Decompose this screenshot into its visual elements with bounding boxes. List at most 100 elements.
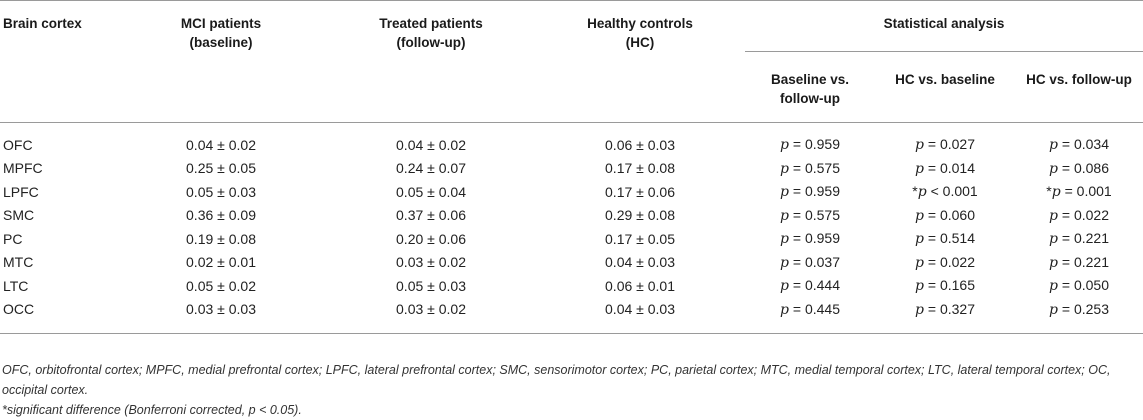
header-hc-vs-followup: HC vs. follow-up <box>1015 51 1143 123</box>
table-row: LPFC 0.05 ± 0.03 0.05 ± 0.04 0.17 ± 0.06 p =… <box>0 180 1143 204</box>
p-value: = 0.221 <box>1061 230 1109 246</box>
cell-baseline-vs-followup: p = 0.037 <box>745 251 875 275</box>
p-symbol: p <box>915 301 924 318</box>
header-healthy-controls-line2: (HC) <box>625 35 655 50</box>
cell-baseline-vs-followup: p = 0.575 <box>745 204 875 228</box>
cell-hc-vs-baseline: p = 0.022 <box>875 251 1015 275</box>
cell-hc: 0.17 ± 0.05 <box>605 230 675 247</box>
header-baseline-vs-followup: Baseline vs. follow-up <box>745 51 875 123</box>
p-symbol: p <box>1049 301 1058 318</box>
cell-hc: 0.29 ± 0.08 <box>605 207 675 223</box>
cell-region: LPFC <box>3 183 39 200</box>
cell-treated: 0.05 ± 0.04 <box>396 183 466 200</box>
header-hc-vs-baseline: HC vs. baseline <box>875 51 1015 123</box>
p-symbol: p <box>780 207 789 224</box>
p-value: = 0.027 <box>927 136 975 152</box>
cell-region: MTC <box>3 254 34 270</box>
cell-treated: 0.04 ± 0.02 <box>396 136 466 153</box>
header-mci-patients-line2: (baseline) <box>189 35 253 50</box>
statistics-table: Brain cortex MCI patients (baseline) Treate… <box>0 0 1143 334</box>
p-value: = 0.022 <box>1061 206 1109 223</box>
cell-hc: 0.06 ± 0.01 <box>605 277 675 294</box>
table-row: LTC 0.05 ± 0.02 0.05 ± 0.03 0.06 ± 0.01 p = … <box>0 274 1143 298</box>
cell-hc: 0.04 ± 0.03 <box>605 254 675 270</box>
header-baseline-vs-followup-line1: Baseline vs. <box>770 72 850 87</box>
cell-hc-vs-followup: p = 0.253 <box>1015 297 1143 334</box>
cell-hc-vs-baseline: p = 0.027 <box>875 123 1015 157</box>
significance-star: * <box>1046 183 1052 199</box>
header-healthy-controls-line1: Healthy controls <box>587 16 693 31</box>
p-value: = 0.001 <box>1064 183 1112 199</box>
p-symbol: p <box>915 160 924 177</box>
header-healthy-controls: Healthy controls (HC) <box>535 0 745 123</box>
p-symbol: p <box>1051 184 1061 200</box>
footnote-significance: *significant difference (Bonferroni corr… <box>2 403 302 417</box>
header-baseline-vs-followup-line2: follow-up <box>780 91 840 106</box>
p-symbol: p <box>780 278 789 294</box>
cell-treated: 0.03 ± 0.02 <box>396 254 466 270</box>
cell-treated: 0.03 ± 0.02 <box>327 297 535 334</box>
p-symbol: p <box>915 137 924 153</box>
cell-baseline-vs-followup: p = 0.959 <box>745 180 875 204</box>
footnote-abbreviations: OFC, orbitofrontal cortex; MPFC, medial … <box>2 363 1111 397</box>
cell-hc: 0.06 ± 0.03 <box>605 136 675 153</box>
p-symbol: p <box>1049 254 1058 271</box>
p-symbol: p <box>917 184 927 200</box>
p-symbol: p <box>1049 231 1058 247</box>
cell-hc: 0.17 ± 0.08 <box>605 160 675 176</box>
cell-hc: 0.04 ± 0.03 <box>535 297 745 334</box>
p-symbol: p <box>780 254 789 271</box>
p-value: = 0.445 <box>792 300 840 317</box>
cell-mci: 0.05 ± 0.02 <box>186 277 256 294</box>
cell-region: MPFC <box>3 160 43 176</box>
p-symbol: p <box>915 278 924 294</box>
p-value: = 0.034 <box>1061 136 1109 152</box>
header-mci-patients: MCI patients (baseline) <box>115 0 327 123</box>
p-value: = 0.014 <box>927 159 975 176</box>
cell-hc-vs-followup: p = 0.221 <box>1015 251 1143 275</box>
p-value: = 0.221 <box>1061 253 1109 270</box>
cell-hc-vs-followup: p = 0.221 <box>1015 227 1143 251</box>
cell-treated: 0.24 ± 0.07 <box>396 160 466 176</box>
p-symbol: p <box>780 184 789 200</box>
p-value: < 0.001 <box>930 183 978 199</box>
cell-hc-vs-baseline: p = 0.060 <box>875 204 1015 228</box>
p-value: = 0.959 <box>792 230 840 246</box>
table-row: MTC 0.02 ± 0.01 0.03 ± 0.02 0.04 ± 0.03 p = … <box>0 251 1143 275</box>
p-symbol: p <box>1049 137 1058 153</box>
p-value: = 0.514 <box>927 230 975 246</box>
cell-mci: 0.05 ± 0.03 <box>186 183 256 200</box>
cell-hc-vs-followup: p = 0.050 <box>1015 274 1143 298</box>
cell-baseline-vs-followup: p = 0.959 <box>745 227 875 251</box>
p-value: = 0.050 <box>1061 277 1109 293</box>
cell-mci: 0.02 ± 0.01 <box>186 254 256 270</box>
table-row: OCC 0.03 ± 0.03 0.03 ± 0.02 0.04 ± 0.03 p = … <box>0 297 1143 334</box>
p-symbol: p <box>1049 278 1058 294</box>
cell-baseline-vs-followup: p = 0.444 <box>745 274 875 298</box>
cell-mci: 0.19 ± 0.08 <box>186 230 256 247</box>
table-row: MPFC 0.25 ± 0.05 0.24 ± 0.07 0.17 ± 0.08 p =… <box>0 157 1143 181</box>
p-value: = 0.060 <box>927 206 975 223</box>
header-mci-patients-line1: MCI patients <box>180 16 262 31</box>
p-value: = 0.575 <box>792 159 840 176</box>
cell-hc-vs-followup: p = 0.086 <box>1015 157 1143 181</box>
cell-hc: 0.17 ± 0.06 <box>605 183 675 200</box>
p-value: = 0.253 <box>1061 300 1109 317</box>
table-row: PC 0.19 ± 0.08 0.20 ± 0.06 0.17 ± 0.05 p = 0… <box>0 227 1143 251</box>
p-value: = 0.575 <box>792 206 840 223</box>
cell-hc-vs-followup: p = 0.034 <box>1015 123 1143 157</box>
header-treated-patients-line2: (follow-up) <box>396 35 466 50</box>
p-value: = 0.959 <box>792 136 840 152</box>
cell-mci: 0.04 ± 0.02 <box>186 136 256 153</box>
p-symbol: p <box>915 231 924 247</box>
cell-treated: 0.37 ± 0.06 <box>396 207 466 223</box>
cell-hc-vs-baseline: p = 0.327 <box>875 297 1015 334</box>
p-symbol: p <box>915 254 924 271</box>
cell-mci: 0.36 ± 0.09 <box>186 207 256 223</box>
header-statistical-analysis: Statistical analysis <box>745 0 1143 52</box>
p-value: = 0.037 <box>792 253 840 270</box>
p-value: = 0.022 <box>927 253 975 270</box>
header-brain-cortex: Brain cortex <box>0 0 115 123</box>
cell-region: OFC <box>3 136 33 153</box>
cell-hc-vs-followup: *p = 0.001 <box>1015 180 1143 204</box>
